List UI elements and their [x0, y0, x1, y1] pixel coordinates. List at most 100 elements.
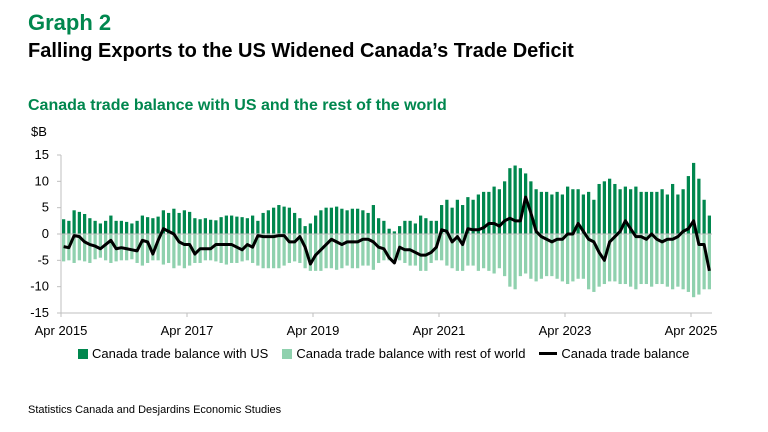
bar-rest-of-world [308, 234, 312, 271]
bar-rest-of-world [482, 234, 486, 269]
bar-rest-of-world [545, 234, 549, 277]
bar-rest-of-world [230, 234, 234, 263]
y-tick-label: 0 [42, 226, 49, 241]
bar-rest-of-world [550, 234, 554, 277]
legend-item-row: Canada trade balance with rest of world [282, 346, 525, 361]
bar-us [576, 189, 580, 234]
bar-rest-of-world [445, 234, 449, 266]
bar-us [167, 212, 171, 234]
bar-us [371, 205, 375, 234]
bar-rest-of-world [471, 234, 475, 266]
bar-rest-of-world [608, 234, 612, 282]
bar-us [461, 205, 465, 234]
bar-rest-of-world [392, 234, 396, 263]
bar-rest-of-world [429, 234, 433, 263]
bar-rest-of-world [571, 234, 575, 282]
bar-rest-of-world [455, 234, 459, 271]
bar-us [650, 191, 654, 234]
bar-us [560, 194, 564, 234]
bar-rest-of-world [629, 234, 633, 287]
bar-rest-of-world [83, 234, 87, 262]
bar-us [67, 220, 71, 234]
bar-rest-of-world [419, 234, 423, 271]
bar-rest-of-world [524, 234, 528, 274]
bar-us [324, 207, 328, 234]
bar-rest-of-world [151, 234, 155, 261]
bar-rest-of-world [671, 234, 675, 290]
y-tick-label: -10 [30, 279, 49, 294]
bar-rest-of-world [214, 234, 218, 262]
bar-us [203, 218, 207, 234]
bar-rest-of-world [492, 234, 496, 274]
bar-rest-of-world [634, 234, 638, 290]
x-tick-label: Apr 2025 [665, 323, 718, 338]
bar-us [392, 231, 396, 234]
bar-us [266, 210, 270, 234]
bar-us [545, 191, 549, 234]
bar-us [518, 168, 522, 234]
bar-us [329, 207, 333, 234]
legend-item-us: Canada trade balance with US [78, 346, 268, 361]
bar-rest-of-world [566, 234, 570, 285]
bar-us [303, 226, 307, 234]
bar-us [655, 191, 659, 234]
bar-us [314, 215, 318, 234]
bar-rest-of-world [293, 234, 297, 262]
bar-us [429, 220, 433, 234]
bar-us [188, 211, 192, 234]
bar-rest-of-world [576, 234, 580, 279]
bar-us [692, 162, 696, 234]
bar-us [534, 189, 538, 234]
bar-us [592, 199, 596, 234]
y-axis-unit-label: $B [31, 124, 47, 139]
bar-us [487, 191, 491, 234]
bar-rest-of-world [686, 234, 690, 292]
bar-rest-of-world [256, 234, 260, 266]
bar-rest-of-world [335, 234, 339, 270]
bar-us [350, 208, 354, 234]
bar-us [492, 186, 496, 234]
bar-rest-of-world [702, 234, 706, 290]
bar-rest-of-world [366, 234, 370, 266]
bar-us [77, 211, 81, 234]
bar-us [83, 213, 87, 234]
bar-us [581, 194, 585, 234]
bar-rest-of-world [440, 234, 444, 261]
y-tick-label: 5 [42, 200, 49, 215]
legend-swatch-total [539, 352, 558, 355]
bar-us [308, 223, 312, 234]
bar-rest-of-world [329, 234, 333, 269]
legend-swatch-rest-of-world [282, 348, 293, 359]
bar-us [277, 205, 281, 234]
chart-subtitle: Canada trade balance with US and the res… [28, 97, 447, 114]
bar-us [466, 197, 470, 234]
bar-us [293, 212, 297, 234]
bar-us [455, 199, 459, 234]
bar-rest-of-world [356, 234, 360, 269]
bar-us [571, 189, 575, 234]
bar-us [424, 218, 428, 234]
bar-us [408, 220, 412, 234]
bar-us [377, 218, 381, 234]
bar-rest-of-world [476, 234, 480, 271]
bar-rest-of-world [534, 234, 538, 282]
bar-us [482, 191, 486, 234]
legend: Canada trade balance with US Canada trad… [78, 346, 703, 361]
bar-us [361, 210, 365, 234]
bar-rest-of-world [350, 234, 354, 269]
bar-rest-of-world [529, 234, 533, 279]
bar-us [146, 217, 150, 234]
bar-rest-of-world [497, 234, 501, 269]
bar-us [597, 183, 601, 234]
bar-us [608, 178, 612, 234]
graph-number: Graph 2 [28, 10, 112, 35]
bar-us [529, 181, 533, 234]
bar-rest-of-world [104, 234, 108, 261]
bar-us [413, 223, 417, 234]
bar-us [182, 210, 186, 234]
bar-us [471, 199, 475, 234]
bar-us [114, 220, 118, 234]
legend-item-total: Canada trade balance [539, 346, 689, 361]
bar-us [707, 215, 711, 234]
bar-us [398, 226, 402, 234]
